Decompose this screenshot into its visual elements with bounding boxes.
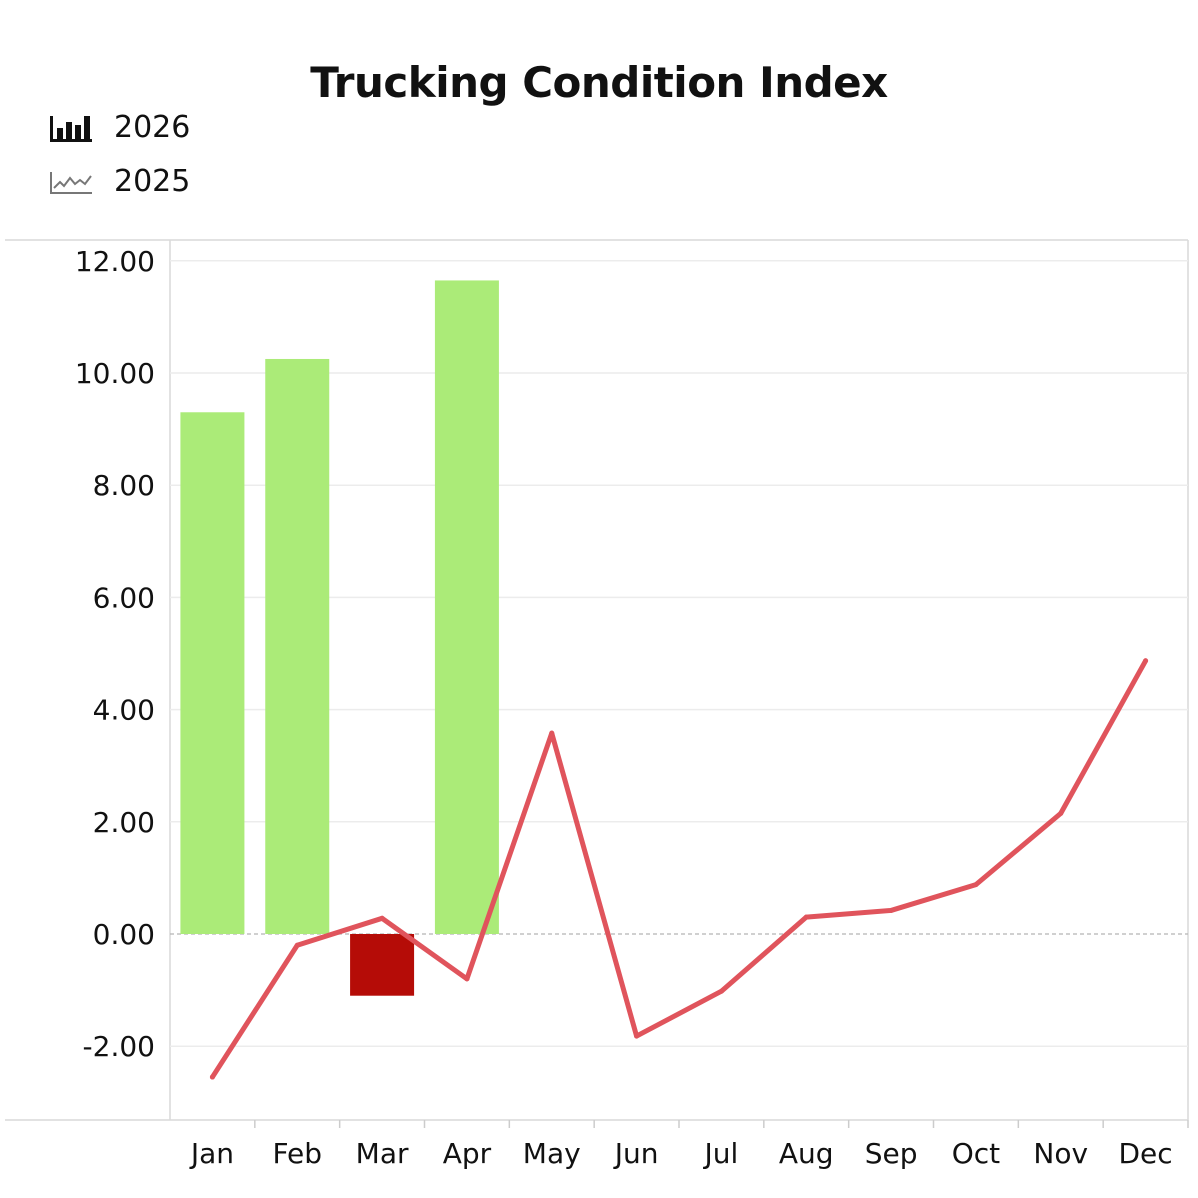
- x-tick-label: Jun: [613, 1137, 659, 1170]
- point-2025-apr: [464, 976, 470, 982]
- point-2025-nov: [1058, 810, 1064, 816]
- x-tick-label: Jan: [189, 1137, 234, 1170]
- y-tick-label: 0.00: [93, 918, 155, 951]
- line-series-2025: [209, 658, 1149, 1080]
- x-tick-label: Nov: [1033, 1137, 1088, 1170]
- point-2025-dec: [1143, 658, 1149, 664]
- point-2025-jun: [634, 1033, 640, 1039]
- point-2025-jul: [718, 988, 724, 994]
- legend-item-2025[interactable]: 2025: [48, 154, 190, 208]
- legend-item-2026[interactable]: 2026: [48, 100, 190, 154]
- y-tick-label: 4.00: [93, 694, 155, 727]
- bar-series-2026: [180, 280, 499, 996]
- x-tick-label: Aug: [779, 1137, 834, 1170]
- legend: 2026 2025: [48, 100, 190, 208]
- point-2025-jan: [209, 1074, 215, 1080]
- x-tick-label: Apr: [443, 1137, 492, 1170]
- line-chart-icon: [50, 172, 92, 194]
- x-tick-label: Feb: [272, 1137, 322, 1170]
- plot-frame: [5, 239, 1189, 1121]
- y-tick-label: 12.00: [75, 245, 155, 278]
- x-tick-label: Sep: [865, 1137, 918, 1170]
- legend-label-2025: 2025: [114, 163, 191, 199]
- chart-title: Trucking Condition Index: [310, 58, 888, 107]
- point-2025-sep: [888, 907, 894, 913]
- x-axis: Jan Feb Mar Apr May Jun Jul Aug Sep Oct Nov Dec: [189, 1120, 1189, 1170]
- y-tick-label: -2.00: [83, 1030, 155, 1063]
- bar-2026-apr: [434, 280, 499, 934]
- x-tick-label: Dec: [1118, 1137, 1172, 1170]
- bar-2026-jan: [180, 412, 245, 934]
- y-tick-label: 6.00: [93, 581, 155, 614]
- series-line-2025: [209, 658, 1149, 1080]
- y-tick-label: 2.00: [93, 806, 155, 839]
- point-2025-may: [549, 730, 555, 736]
- point-2025-aug: [803, 914, 809, 920]
- point-2025-feb: [294, 942, 300, 948]
- y-axis: 12.00 10.00 8.00 6.00 4.00 2.00 0.00 -2.00: [75, 245, 155, 1063]
- bar-chart-icon: [50, 116, 92, 142]
- x-tick-label: Oct: [952, 1137, 1000, 1170]
- bar-2026-mar: [350, 934, 415, 996]
- y-tick-label: 10.00: [75, 357, 155, 390]
- x-tick-label: Mar: [356, 1137, 409, 1170]
- point-2025-oct: [973, 882, 979, 888]
- x-tick-label: May: [523, 1137, 581, 1170]
- bar-2026-feb: [265, 358, 330, 935]
- legend-label-2026: 2026: [114, 109, 191, 145]
- y-tick-label: 8.00: [93, 469, 155, 502]
- point-2025-mar: [379, 915, 385, 921]
- x-tick-label: Jul: [703, 1137, 739, 1170]
